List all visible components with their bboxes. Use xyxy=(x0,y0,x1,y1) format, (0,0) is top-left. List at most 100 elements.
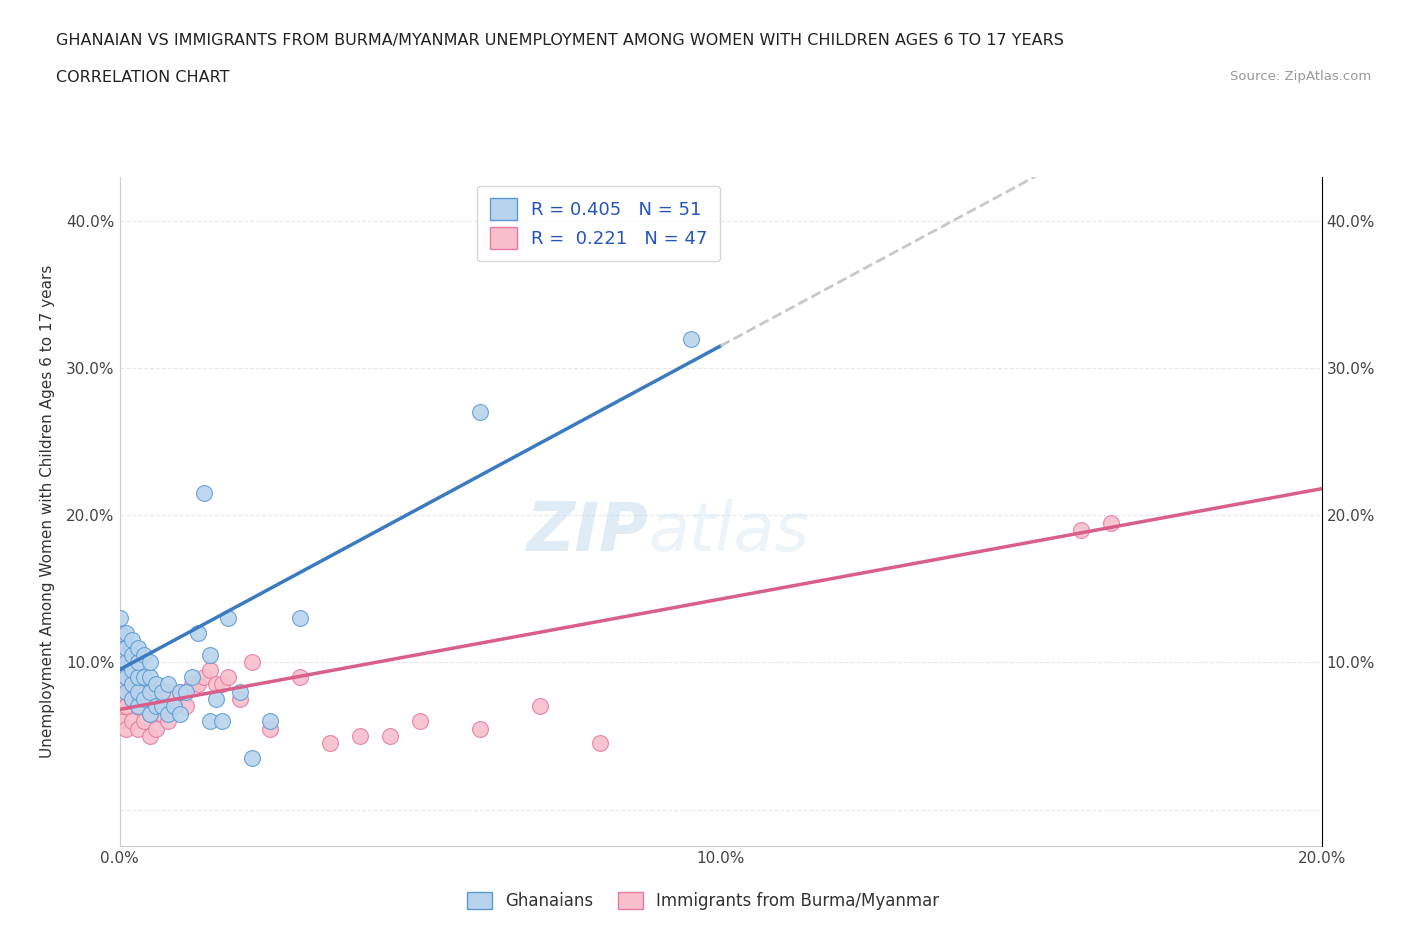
Point xyxy=(114,640,136,655)
Text: CORRELATION CHART: CORRELATION CHART xyxy=(56,70,229,85)
Point xyxy=(150,684,173,699)
Point xyxy=(121,662,143,677)
Point xyxy=(108,699,131,714)
Point xyxy=(150,707,173,722)
Point xyxy=(1070,523,1092,538)
Point xyxy=(114,721,136,736)
Point xyxy=(138,684,160,699)
Point xyxy=(228,684,252,699)
Point xyxy=(169,707,191,722)
Point xyxy=(127,677,149,692)
Point xyxy=(121,670,143,684)
Point xyxy=(217,670,239,684)
Point xyxy=(288,611,311,626)
Point xyxy=(127,655,149,670)
Point xyxy=(114,655,136,670)
Point xyxy=(228,692,252,707)
Point xyxy=(198,713,221,728)
Point xyxy=(156,713,179,728)
Point xyxy=(193,670,215,684)
Point xyxy=(240,655,263,670)
Point xyxy=(162,699,184,714)
Point xyxy=(127,684,149,699)
Point xyxy=(127,670,149,684)
Point xyxy=(198,647,221,662)
Point xyxy=(108,626,131,641)
Point xyxy=(121,632,143,647)
Point xyxy=(187,626,209,641)
Point xyxy=(108,647,131,662)
Point xyxy=(138,728,160,743)
Point xyxy=(204,677,226,692)
Point xyxy=(138,655,160,670)
Point xyxy=(132,670,155,684)
Point xyxy=(259,713,281,728)
Point xyxy=(114,670,136,684)
Point xyxy=(349,728,371,743)
Point xyxy=(127,721,149,736)
Point xyxy=(162,699,184,714)
Point xyxy=(529,699,551,714)
Point xyxy=(108,670,131,684)
Point xyxy=(217,611,239,626)
Point xyxy=(145,677,167,692)
Point xyxy=(127,640,149,655)
Point xyxy=(409,713,432,728)
Point xyxy=(108,662,131,677)
Point xyxy=(204,692,226,707)
Point xyxy=(138,707,160,722)
Point xyxy=(198,662,221,677)
Text: GHANAIAN VS IMMIGRANTS FROM BURMA/MYANMAR UNEMPLOYMENT AMONG WOMEN WITH CHILDREN: GHANAIAN VS IMMIGRANTS FROM BURMA/MYANMA… xyxy=(56,33,1064,47)
Point xyxy=(156,707,179,722)
Point xyxy=(145,699,167,714)
Point xyxy=(121,713,143,728)
Legend: R = 0.405   N = 51, R =  0.221   N = 47: R = 0.405 N = 51, R = 0.221 N = 47 xyxy=(477,186,720,261)
Point xyxy=(193,485,215,500)
Point xyxy=(150,699,173,714)
Point xyxy=(319,736,342,751)
Point xyxy=(589,736,612,751)
Point xyxy=(1099,515,1122,530)
Point xyxy=(138,670,160,684)
Point xyxy=(468,405,492,419)
Point xyxy=(114,699,136,714)
Point xyxy=(127,699,149,714)
Text: ZIP: ZIP xyxy=(527,498,648,565)
Point xyxy=(378,728,401,743)
Text: atlas: atlas xyxy=(648,498,810,565)
Point xyxy=(211,713,233,728)
Point xyxy=(138,684,160,699)
Point xyxy=(169,684,191,699)
Point xyxy=(468,721,492,736)
Point xyxy=(108,611,131,626)
Point xyxy=(156,677,179,692)
Point xyxy=(187,677,209,692)
Point xyxy=(108,632,131,647)
Point xyxy=(127,699,149,714)
Point xyxy=(180,670,202,684)
Point xyxy=(259,721,281,736)
Point xyxy=(145,721,167,736)
Point xyxy=(156,684,179,699)
Point xyxy=(132,647,155,662)
Point xyxy=(132,684,155,699)
Point xyxy=(211,677,233,692)
Point xyxy=(180,677,202,692)
Point xyxy=(288,670,311,684)
Point xyxy=(169,684,191,699)
Point xyxy=(114,684,136,699)
Point xyxy=(121,692,143,707)
Point xyxy=(114,677,136,692)
Text: Source: ZipAtlas.com: Source: ZipAtlas.com xyxy=(1230,70,1371,83)
Point xyxy=(121,677,143,692)
Point xyxy=(132,713,155,728)
Legend: Ghanaians, Immigrants from Burma/Myanmar: Ghanaians, Immigrants from Burma/Myanmar xyxy=(460,885,946,917)
Point xyxy=(114,626,136,641)
Point xyxy=(145,699,167,714)
Point xyxy=(121,647,143,662)
Point xyxy=(174,684,197,699)
Point xyxy=(132,692,155,707)
Point xyxy=(174,699,197,714)
Point xyxy=(138,707,160,722)
Point xyxy=(121,692,143,707)
